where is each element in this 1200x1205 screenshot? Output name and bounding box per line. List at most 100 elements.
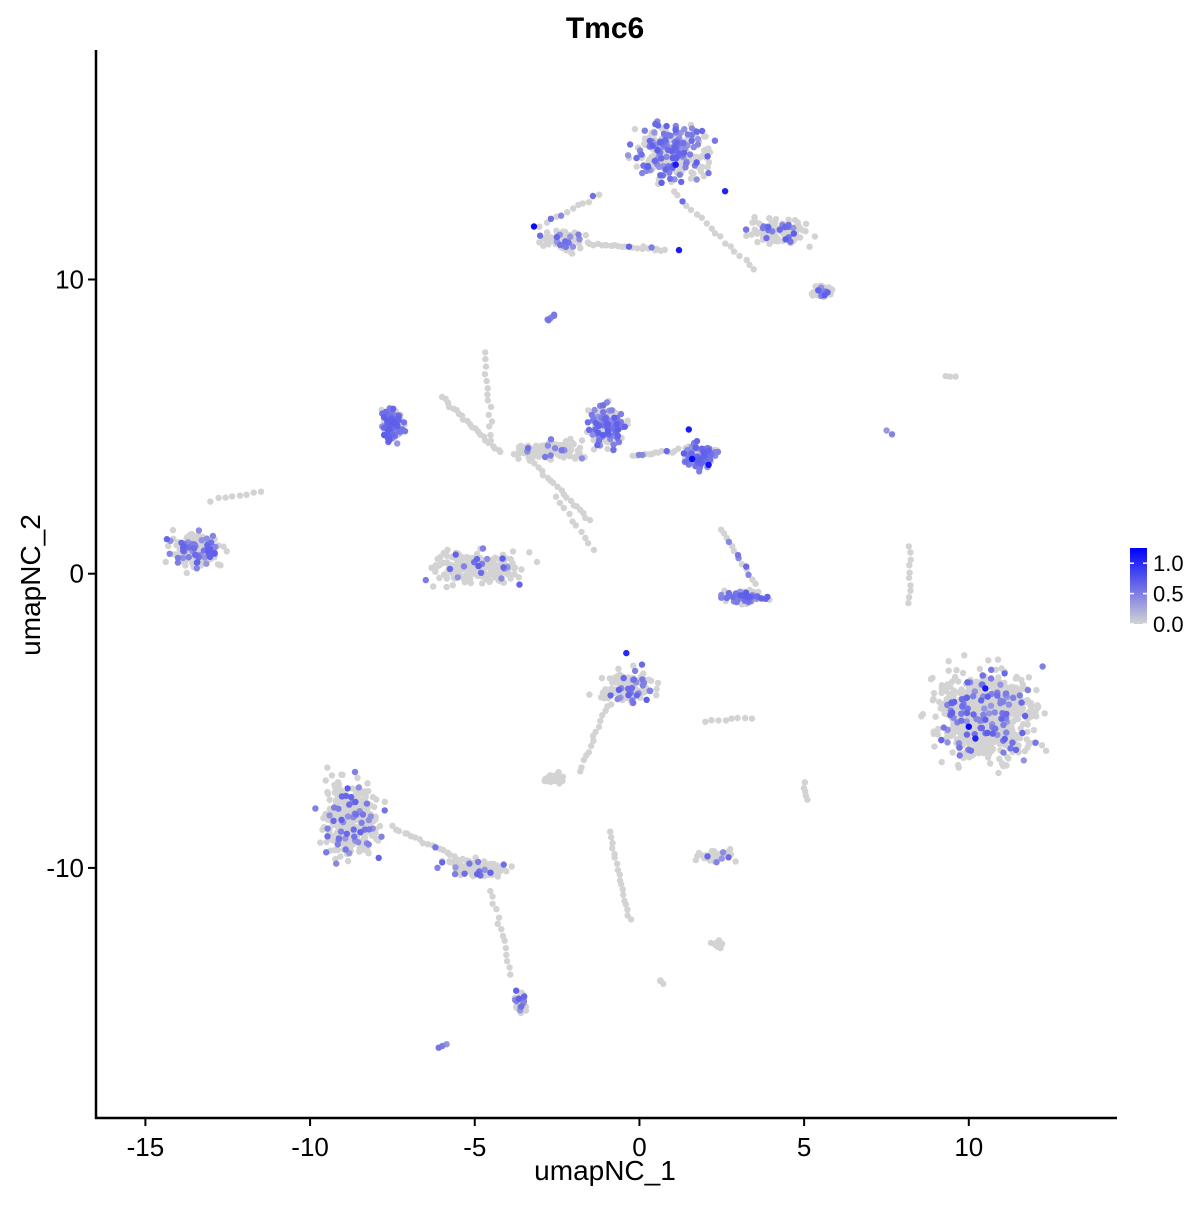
cell-point [950,688,957,696]
cell-point [488,861,495,868]
cell-point [675,445,682,452]
cell-point [907,582,914,589]
cell-point [811,233,819,240]
cell-point [331,789,338,796]
cell-point [468,566,476,573]
cell-point [434,864,441,871]
cell-point [631,125,639,133]
cell-point [987,702,995,709]
cell-point [541,453,549,461]
cell-point [443,574,450,582]
cell-point [331,846,338,854]
cell-point [613,860,621,867]
cell-point [956,744,963,751]
cell-point [597,717,604,725]
cell-point [1019,729,1026,737]
cell-point [929,697,937,704]
cell-point [992,725,999,732]
cell-point [992,666,999,673]
cell-point [578,437,586,444]
cell-point [530,223,538,230]
cell-point [608,685,615,692]
cell-point [526,549,533,556]
cell-point [967,739,974,746]
cell-point [385,426,392,433]
cell-point [984,754,992,761]
cell-point [965,684,973,692]
cell-point [585,426,593,433]
cell-point [883,427,890,434]
cell-point [705,169,712,177]
cell-point [532,442,540,449]
cell-point [729,593,737,601]
cell-point [501,937,508,944]
cell-point [675,246,683,254]
cell-point [493,906,500,913]
cell-point [1027,702,1034,709]
cell-point [492,865,499,872]
cell-point [707,456,714,463]
cell-point [453,560,461,567]
cell-point [518,566,525,573]
cell-point [179,554,187,562]
cell-point [998,715,1005,722]
cell-point [630,676,638,683]
cell-point [600,409,607,416]
cell-point [364,847,371,854]
cell-point [638,151,645,158]
cell-point [687,175,695,182]
cell-point [544,442,552,449]
cell-point [647,687,654,695]
cell-point [1011,717,1018,724]
cell-point [725,854,732,861]
cell-point [1029,712,1036,720]
cell-point [1023,728,1031,736]
cell-point [562,438,570,445]
cell-point [570,441,577,448]
cell-point [639,676,646,683]
cell-point [662,166,669,173]
cell-point [663,447,670,455]
cell-point [553,233,561,241]
cell-point [671,144,678,151]
cell-point [609,845,616,852]
cell-point [959,703,966,710]
cell-point [995,674,1002,681]
cell-point [391,419,398,426]
cell-point [616,871,623,878]
cell-point [312,805,319,812]
cell-point [764,593,771,601]
cell-point [609,840,616,847]
cell-point [651,129,658,136]
cell-point [578,528,585,536]
cell-point [599,431,607,439]
cell-point [481,858,488,865]
cell-point [704,163,711,171]
cell-point [614,426,622,433]
cell-point [378,833,385,840]
cell-point [356,798,364,805]
cell-point [489,900,496,908]
cell-point [640,670,647,677]
cell-point [334,841,341,848]
cell-point [536,223,543,230]
cell-point [711,230,719,237]
cell-point [359,811,367,818]
cell-point [907,549,914,556]
cell-point [905,574,913,582]
cell-point [324,833,331,840]
legend-label: 0.5 [1153,582,1184,607]
cell-point [674,192,681,199]
cell-point [566,452,574,460]
cell-point [745,571,752,578]
cell-point [516,581,523,588]
cell-point [988,666,995,673]
cell-point [713,859,720,866]
cell-point [352,798,359,806]
cell-point [351,833,358,840]
cell-point [1018,686,1025,693]
cell-point [483,377,490,385]
cell-point [487,437,494,444]
cell-point [599,402,607,409]
cell-point [781,223,789,231]
